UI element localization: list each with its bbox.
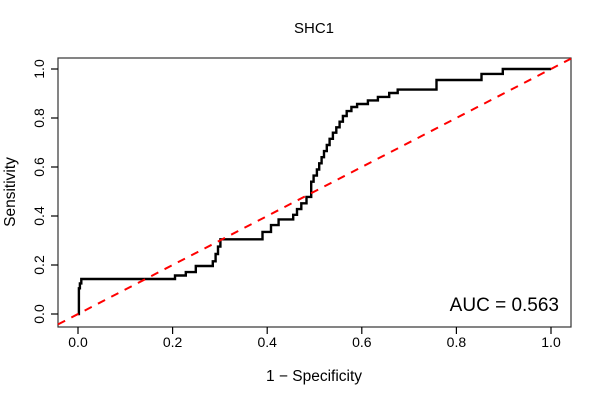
chance-diagonal-line (57, 57, 572, 326)
x-tick-label: 0.4 (257, 334, 277, 350)
x-axis-label: 1 − Specificity (266, 368, 362, 385)
y-tick-label: 0.0 (31, 304, 47, 324)
x-tick-label: 0.8 (447, 334, 467, 350)
y-axis-label: Sensitivity (2, 157, 19, 227)
auc-annotation: AUC = 0.563 (450, 295, 559, 316)
y-tick-label: 0.4 (31, 206, 47, 226)
x-tick-label: 0.6 (352, 334, 372, 350)
y-tick-label: 0.6 (31, 157, 47, 177)
y-tick-label: 0.2 (31, 255, 47, 275)
plot-border-box (57, 57, 572, 328)
y-tick-label: 0.8 (31, 108, 47, 128)
series-layer (57, 57, 572, 326)
x-tick-label: 1.0 (541, 334, 561, 350)
roc-curve-line (77, 67, 551, 316)
chart-title: SHC1 (294, 20, 334, 37)
x-tick-label: 0.2 (163, 334, 183, 350)
axes-layer: 0.0 0.2 0.4 0.6 0.8 1.0 0.0 0.2 0.4 0.6 0.8 1.0 (31, 59, 561, 350)
x-tick-label: 0.0 (68, 334, 88, 350)
y-tick-label: 1.0 (31, 59, 47, 79)
